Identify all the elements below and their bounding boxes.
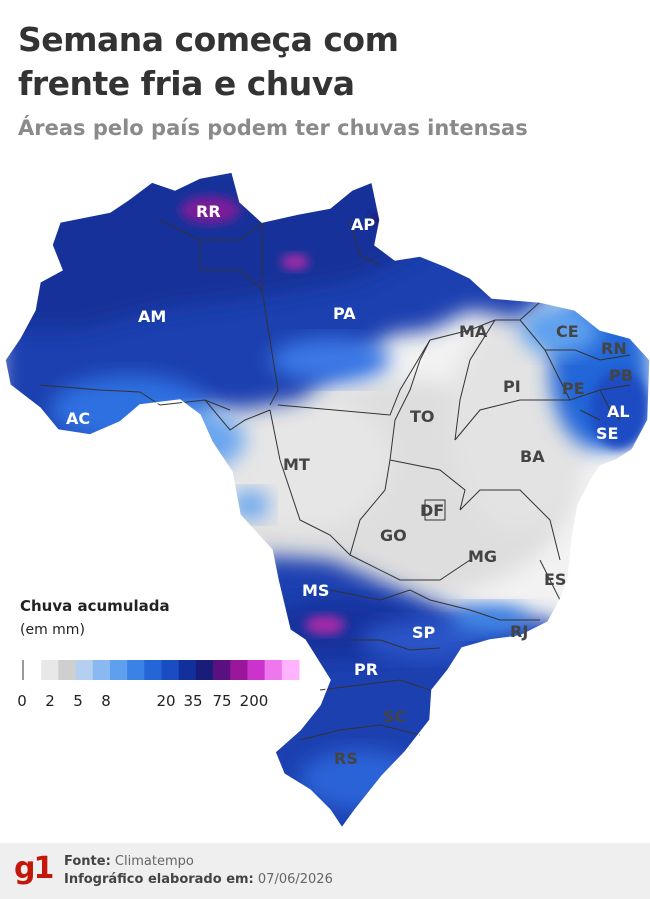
g1-logo: g1 — [14, 851, 54, 886]
state-label-rr: RR — [196, 202, 221, 221]
country-outline — [4, 171, 650, 830]
footer: g1 Fonte: Climatempo Infográfico elabora… — [0, 843, 650, 899]
made-value: 07/06/2026 — [257, 872, 333, 887]
source-line: Fonte: Climatempo — [64, 854, 194, 869]
legend-tick-label: 35 — [183, 692, 203, 710]
legend-tick-label: 0 — [17, 692, 27, 710]
state-label-sc: SC — [383, 707, 407, 726]
state-label-se: SE — [596, 424, 619, 443]
legend-swatch — [264, 660, 283, 680]
state-label-al: AL — [607, 402, 630, 421]
state-label-to: TO — [410, 407, 435, 426]
state-borders — [39, 219, 631, 741]
state-label-am: AM — [138, 307, 167, 326]
legend-swatch — [161, 660, 180, 680]
state-label-rj: RJ — [510, 622, 529, 641]
source-label: Fonte: — [64, 854, 111, 869]
legend-swatch — [230, 660, 248, 680]
state-label-ba: BA — [520, 447, 545, 466]
state-label-ms: MS — [302, 581, 330, 600]
state-label-sp: SP — [412, 623, 436, 642]
state-label-es: ES — [544, 570, 567, 589]
source-value: Climatempo — [114, 854, 194, 869]
state-label-mg: MG — [468, 547, 498, 566]
page-subtitle: Áreas pelo país podem ter chuvas intensa… — [18, 116, 528, 140]
state-label-rn: RN — [601, 339, 627, 358]
legend-swatch — [178, 660, 197, 680]
legend-tick-label: 75 — [212, 692, 232, 710]
brazil-rain-map: RR AP AM PA MA CE RN PB PE AL SE PI AC RO TO BA MT DF GO MG… — [0, 160, 650, 840]
legend-swatch — [281, 660, 300, 680]
state-label-df: DF — [420, 501, 445, 520]
state-label-ce: CE — [556, 322, 579, 341]
title-line-2: frente fria e chuva — [18, 64, 355, 103]
legend-swatch — [195, 660, 214, 680]
legend-unit: (em mm) — [20, 622, 85, 638]
made-line: Infográfico elaborado em: 07/06/2026 — [64, 872, 333, 887]
state-label-pr: PR — [354, 660, 379, 679]
state-label-pa: PA — [333, 304, 356, 323]
state-label-ac: AC — [66, 409, 91, 428]
legend-swatch — [58, 660, 77, 680]
title-line-1: Semana começa com — [18, 20, 399, 59]
state-label-ro: RO — [171, 420, 197, 439]
state-label-ap: AP — [351, 215, 376, 234]
legend-tick-label: 2 — [45, 692, 55, 710]
legend-swatch — [75, 660, 94, 680]
legend-swatch — [247, 660, 266, 680]
legend-swatch — [127, 660, 145, 680]
legend-swatch — [92, 660, 111, 680]
state-label-rs: RS — [334, 749, 358, 768]
legend-color-bar — [22, 660, 300, 680]
legend-tick-label: 20 — [156, 692, 176, 710]
made-label: Infográfico elaborado em: — [64, 872, 254, 887]
legend-tick-label: 5 — [73, 692, 83, 710]
state-label-pe: PE — [562, 379, 585, 398]
page-title: Semana começa com frente fria e chuva — [18, 18, 638, 106]
state-label-mt: MT — [283, 455, 310, 474]
legend-title: Chuva acumulada — [20, 597, 170, 615]
state-label-pi: PI — [503, 377, 521, 396]
state-label-ma: MA — [459, 322, 488, 341]
legend-swatch — [41, 660, 59, 680]
state-label-go: GO — [380, 526, 407, 545]
legend-swatch — [24, 660, 42, 680]
legend-swatch — [144, 660, 162, 680]
state-label-pb: PB — [609, 366, 633, 385]
legend-swatch — [109, 660, 128, 680]
legend-swatch — [213, 660, 231, 680]
map-svg — [4, 171, 650, 830]
legend-tick-label: 200 — [239, 692, 269, 710]
legend-tick-label: 8 — [101, 692, 111, 710]
